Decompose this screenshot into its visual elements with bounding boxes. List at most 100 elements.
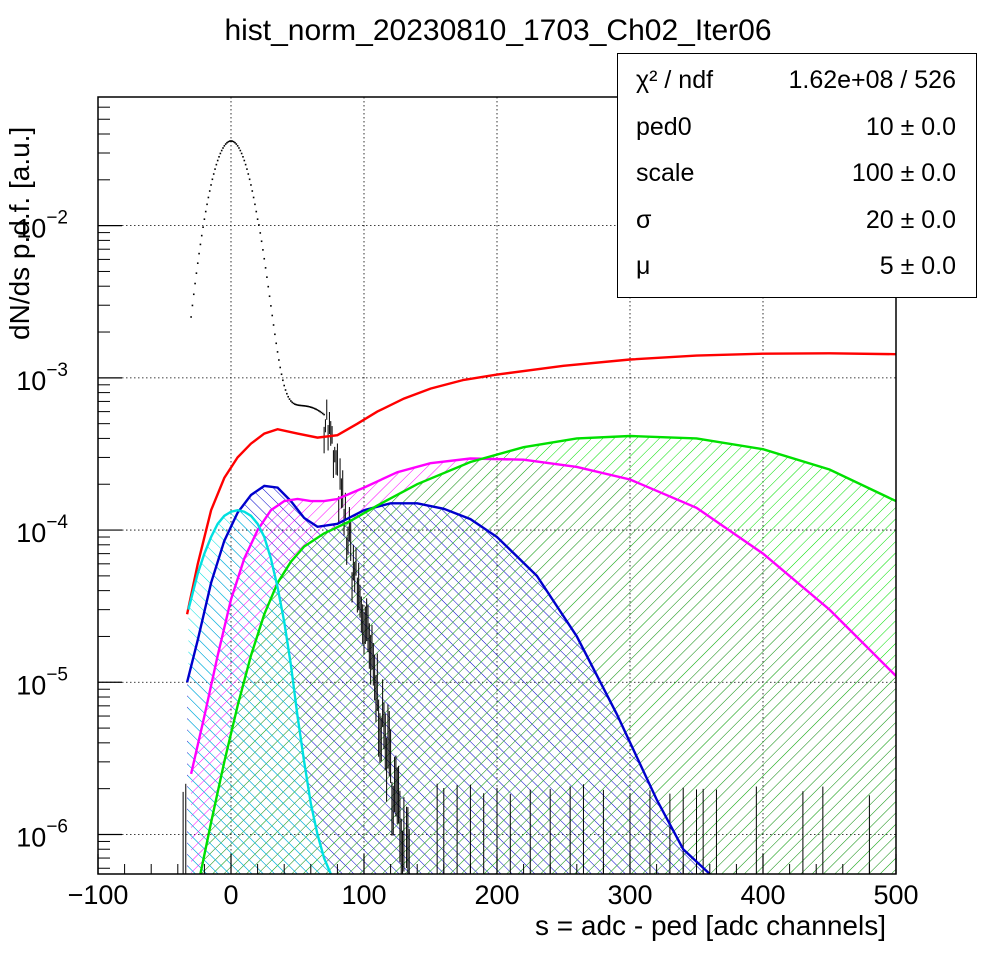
hist-point: [236, 145, 239, 147]
hist-point: [218, 155, 220, 158]
hist-point: [198, 252, 200, 255]
component-curve-green: [199, 434, 896, 874]
component-curve-magenta: [189, 457, 896, 775]
hist-point: [190, 316, 192, 318]
hist-point: [211, 178, 214, 181]
hist-point: [319, 410, 321, 413]
y-tick-label: 10−2: [16, 208, 68, 244]
hist-point: [222, 147, 224, 149]
hist-point: [220, 149, 223, 152]
hist-point: [295, 403, 297, 406]
hist-point: [268, 295, 271, 298]
hist-point: [248, 178, 251, 181]
hist-point: [313, 407, 316, 410]
hist-point: [287, 395, 289, 398]
hist-point: [288, 398, 291, 400]
stats-param-value: 5 ± 0.0: [879, 252, 956, 280]
hist-point: [315, 408, 317, 411]
hist-point: [290, 400, 292, 402]
x-tick-label: −100: [68, 880, 129, 910]
hist-point: [234, 141, 236, 144]
hist-point: [240, 152, 243, 155]
x-tick-label: 200: [474, 880, 519, 910]
hist-point: [195, 272, 198, 274]
hist-point: [255, 210, 258, 213]
stats-param-value: 100 ± 0.0: [851, 159, 956, 187]
hist-point: [244, 163, 247, 166]
hist-point: [262, 249, 264, 251]
hist-point: [243, 159, 246, 162]
hist-point: [254, 203, 256, 206]
hist-point: [279, 366, 282, 369]
axis-ticks: −100 0 100 200 300 400 500 10−6 10−5 10−4 10−3 10−2: [16, 96, 919, 910]
hist-point: [214, 168, 216, 170]
hist-point: [283, 384, 285, 387]
hist-point: [231, 140, 234, 142]
hist-point: [302, 404, 304, 407]
y-tick-label: 10−4: [16, 512, 68, 548]
hist-point: [272, 324, 275, 326]
hist-point: [304, 405, 307, 407]
fit-stats-box: χ² / ndf 1.62e+08 / 526 ped0 10 ± 0.0 scale 1…: [617, 53, 977, 298]
component-curve-blue: [185, 484, 711, 874]
stats-row: scale 100 ± 0.0: [618, 151, 976, 197]
hist-point: [192, 293, 195, 296]
hist-point: [276, 351, 279, 353]
hist-point: [215, 163, 218, 166]
stats-param-name: μ: [636, 252, 651, 280]
hist-point: [194, 282, 196, 285]
hist-point: [210, 184, 212, 186]
hist-point: [258, 224, 260, 226]
hist-point: [291, 401, 293, 404]
stats-row: ped0 10 ± 0.0: [618, 105, 976, 151]
hist-point: [284, 389, 287, 391]
hist-point: [271, 314, 274, 317]
hist-point: [199, 243, 202, 246]
stats-row: σ 20 ± 0.0: [618, 198, 976, 244]
y-tick-label: 10−5: [16, 664, 68, 700]
hist-point: [232, 140, 235, 143]
x-tick-label: 100: [341, 880, 386, 910]
hist-point: [316, 409, 319, 411]
hist-point: [206, 203, 208, 206]
hist-point: [226, 141, 228, 144]
hist-point: [228, 140, 231, 142]
hist-point: [203, 218, 206, 220]
hist-point: [208, 190, 211, 192]
stats-row: μ 5 ± 0.0: [618, 244, 976, 290]
stats-param-value: 20 ± 0.0: [865, 205, 956, 234]
x-tick-label: 0: [223, 880, 238, 910]
hist-point: [252, 196, 255, 199]
component-curve-green-fill: [200, 436, 896, 874]
stats-param-value: 1.62e+08 / 526: [788, 66, 956, 94]
component-fills: [187, 436, 896, 874]
total-fit-curve: [185, 352, 896, 615]
hist-point: [317, 409, 320, 412]
hist-point: [307, 405, 309, 408]
hist-point: [227, 140, 230, 143]
hist-point: [250, 184, 252, 186]
chart-title: hist_norm_20230810_1703_Ch02_Iter06: [224, 14, 772, 47]
x-tick-label: 300: [607, 880, 652, 910]
hist-point: [223, 145, 226, 147]
stats-param-name: σ: [636, 205, 652, 234]
hist-point: [196, 262, 199, 264]
hist-point: [256, 218, 259, 220]
stats-param-name: ped0: [636, 112, 692, 141]
hist-point: [212, 173, 215, 175]
hist-point: [303, 405, 305, 407]
y-tick-label: 10−6: [16, 816, 68, 852]
x-tick-label: 400: [740, 880, 785, 910]
stats-param-name: scale: [636, 159, 695, 187]
hist-point: [246, 168, 248, 170]
hist-point: [191, 304, 194, 307]
hist-point: [242, 155, 244, 158]
hist-point: [286, 392, 288, 395]
hist-point: [275, 342, 278, 345]
hist-point: [239, 149, 242, 152]
hist-point: [219, 152, 222, 155]
hist-point: [263, 257, 266, 260]
hist-point: [247, 173, 250, 175]
hist-point: [310, 406, 312, 408]
